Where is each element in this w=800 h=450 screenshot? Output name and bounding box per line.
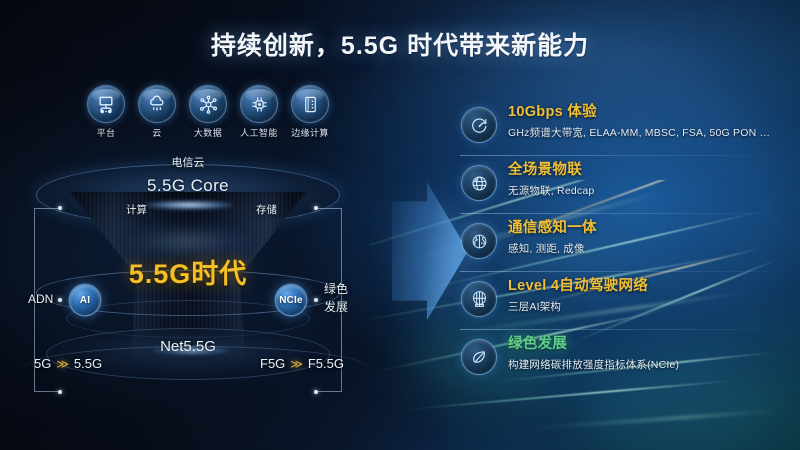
- top-icon-label: 人工智能: [240, 128, 278, 138]
- capability-icon-row: 平台 云 大数据: [86, 86, 330, 139]
- top-icon-ai[interactable]: 人工智能: [239, 86, 279, 139]
- ai-icon: [241, 86, 277, 122]
- label-green-development-line2: 发展: [324, 300, 349, 314]
- top-icon-bigdata[interactable]: 大数据: [188, 86, 228, 139]
- edge-computing-icon: [292, 86, 328, 122]
- capability-row-green[interactable]: 绿色发展 构建网络碳排放强度指标体系(NCIe): [462, 332, 794, 385]
- bracket-dot: [58, 298, 62, 302]
- capability-row-sensing[interactable]: 通信感知一体 感知, 测距, 成像: [460, 216, 794, 272]
- sensing-brain-icon: [462, 224, 496, 258]
- top-icon-cloud[interactable]: 云: [137, 86, 177, 139]
- capability-subtitle: 无源物联, Redcap: [508, 185, 595, 197]
- capability-row-10gbps[interactable]: 10Gbps 体验 GHz频谱大带宽, ELAA-MM, MBSC, FSA, …: [460, 100, 794, 156]
- top-icon-label: 边缘计算: [291, 128, 329, 138]
- label-adn: ADN: [28, 292, 54, 306]
- capability-subtitle: 构建网络碳排放强度指标体系(NCIe): [508, 359, 680, 371]
- row-divider: [460, 271, 790, 272]
- platform-icon: [88, 86, 124, 122]
- base-arc: [22, 346, 370, 392]
- neck-glow: [124, 222, 252, 262]
- capability-title: 10Gbps 体验: [508, 104, 597, 120]
- label-storage: 存储: [256, 204, 277, 216]
- row-divider: [460, 329, 790, 330]
- label-5g5-core: 5.5G Core: [146, 176, 230, 195]
- bracket-dot: [314, 298, 318, 302]
- capability-row-autonomous-network[interactable]: Level 4自动驾驶网络 三层AI架构: [460, 274, 794, 330]
- label-5g5-era: 5.5G时代: [128, 259, 248, 289]
- label-green-development-line1: 绿色: [324, 282, 349, 296]
- capability-row-iot[interactable]: 全场景物联 无源物联, Redcap: [460, 158, 794, 214]
- top-icon-edge-computing[interactable]: 边缘计算: [290, 86, 330, 139]
- row-divider: [460, 155, 790, 156]
- top-icon-label: 云: [152, 128, 162, 138]
- capability-title: 全场景物联: [508, 162, 582, 178]
- node-ai[interactable]: AI: [70, 285, 100, 315]
- capability-title: 绿色发展: [508, 336, 568, 352]
- iot-globe-icon: [462, 166, 496, 200]
- capability-subtitle: 三层AI架构: [508, 301, 562, 313]
- capability-subtitle: GHz频谱大带宽, ELAA-MM, MBSC, FSA, 50G PON …: [508, 127, 771, 139]
- capability-title: Level 4自动驾驶网络: [508, 278, 649, 294]
- top-glow-bar: [144, 200, 234, 210]
- page-title: 持续创新，5.5G 时代带来新能力: [210, 32, 590, 60]
- bigdata-icon: [190, 86, 226, 122]
- bracket-dot: [58, 206, 62, 210]
- bracket-left: [34, 208, 60, 392]
- node-ncie[interactable]: NCIe: [276, 285, 306, 315]
- autonomous-network-icon: [462, 282, 496, 316]
- capability-list: 10Gbps 体验 GHz频谱大带宽, ELAA-MM, MBSC, FSA, …: [460, 96, 794, 390]
- top-icon-platform[interactable]: 平台: [86, 86, 126, 139]
- bracket-dot: [314, 390, 318, 394]
- top-icon-label: 平台: [96, 128, 116, 138]
- row-divider: [460, 213, 790, 214]
- bracket-dot: [314, 206, 318, 210]
- cloud-icon: [139, 86, 175, 122]
- top-icon-label: 大数据: [193, 128, 223, 138]
- bracket-right: [316, 208, 342, 392]
- bracket-dot: [58, 390, 62, 394]
- leaf-icon: [462, 340, 496, 374]
- speedometer-icon: [462, 108, 496, 142]
- network-architecture-diagram: 电信云 5.5G Core 计算 存储 5.5G时代 Net5.5G AI NC…: [22, 150, 388, 394]
- label-compute: 计算: [126, 204, 147, 216]
- capability-subtitle: 感知, 测距, 成像: [508, 243, 585, 255]
- label-telecom-cloud: 电信云: [171, 157, 205, 169]
- capability-title: 通信感知一体: [508, 220, 597, 236]
